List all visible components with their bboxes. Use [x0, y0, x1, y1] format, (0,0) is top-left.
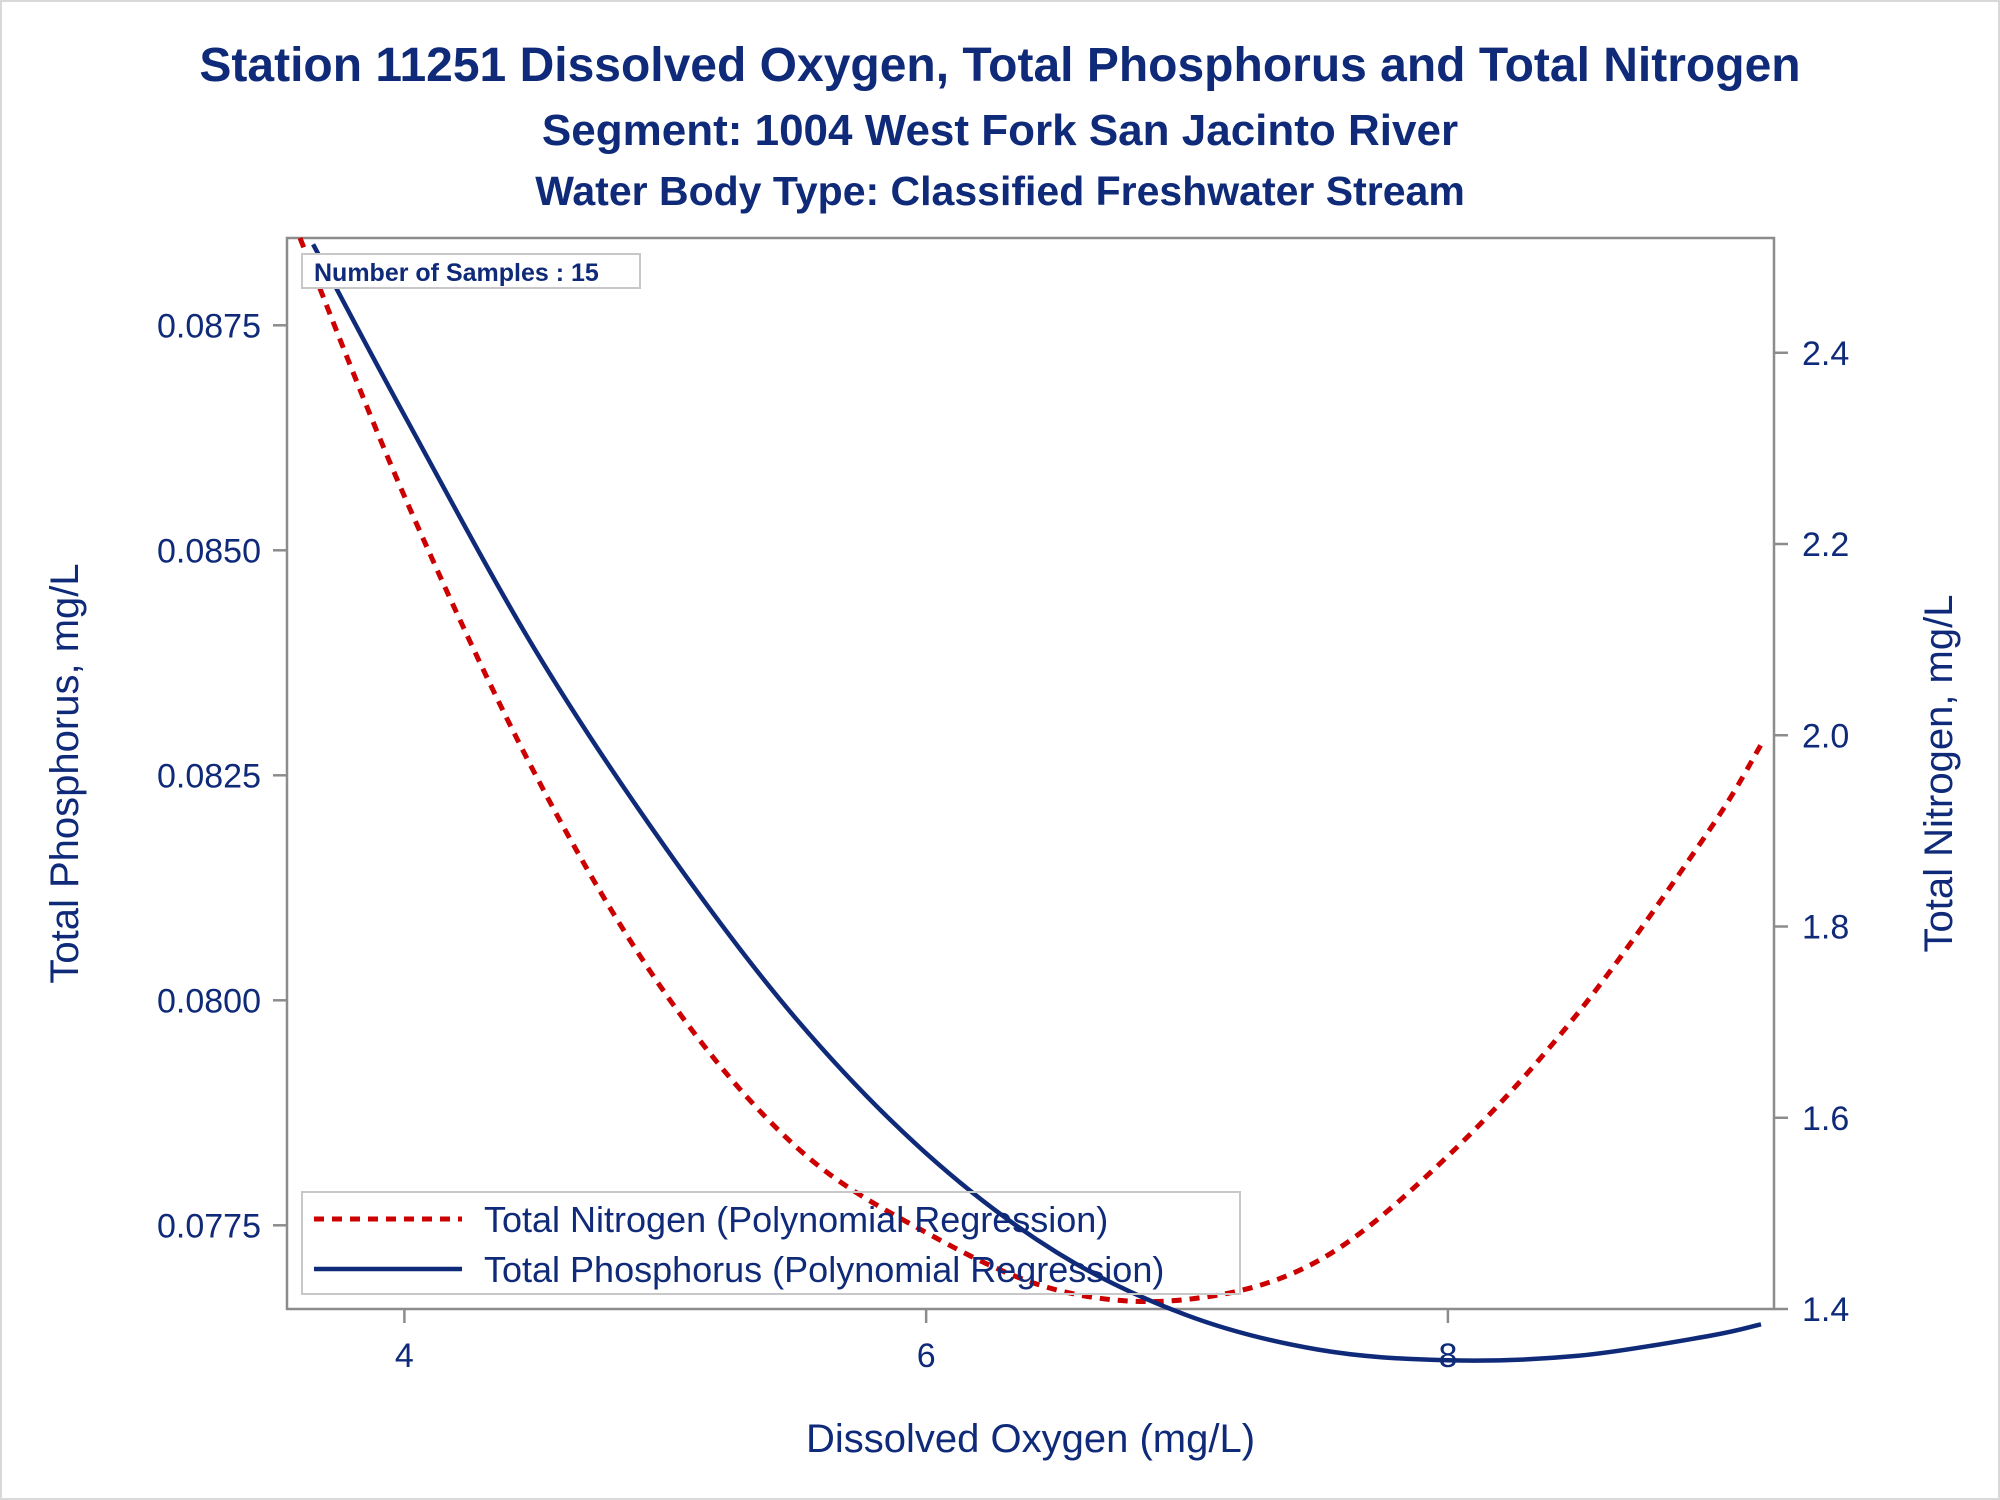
inset-border — [301, 253, 641, 289]
sample-count-label: Number of Samples : 15 — [314, 259, 599, 287]
y-tick-label: 0.0775 — [157, 1207, 261, 1245]
series-layer — [297, 237, 1764, 1363]
y2-tick-label: 2.4 — [1802, 335, 1849, 373]
y2-tick-label: 1.4 — [1802, 1291, 1849, 1329]
x-tick-label: 4 — [395, 1337, 414, 1375]
legend-label-phosphorus: Total Phosphorus (Polynomial Regression) — [484, 1249, 1164, 1290]
y2-tick-label: 2.0 — [1802, 717, 1849, 755]
y-tick-label: 0.0850 — [157, 532, 261, 570]
sample-count-inset: Number of Samples : 15 — [301, 253, 641, 289]
y2-tick-label: 1.8 — [1802, 909, 1849, 947]
plot-area — [285, 236, 1776, 1311]
y-axis-right: 1.4 1.6 1.8 2.0 2.2 2.4 — [1774, 335, 1849, 1329]
chart-subtitle-waterbody: Water Body Type: Classified Freshwater S… — [535, 168, 1465, 214]
y-axis-left: 0.0775 0.0800 0.0825 0.0850 0.0875 — [157, 307, 287, 1245]
y2-tick-label: 1.6 — [1802, 1100, 1849, 1138]
x-axis: 4 6 8 — [395, 1309, 1457, 1375]
y-axis-left-label: Total Phosphorus, mg/L — [43, 563, 87, 983]
y-axis-right-label: Total Nitrogen, mg/L — [1917, 595, 1961, 953]
chart-subtitle-segment: Segment: 1004 West Fork San Jacinto Rive… — [541, 106, 1459, 155]
legend: Total Nitrogen (Polynomial Regression) T… — [301, 1191, 1241, 1295]
legend-label-nitrogen: Total Nitrogen (Polynomial Regression) — [484, 1199, 1108, 1240]
series-line-nitrogen — [297, 237, 1764, 1305]
x-tick-label: 8 — [1438, 1337, 1457, 1375]
x-axis-label: Dissolved Oxygen (mg/L) — [806, 1417, 1255, 1461]
y2-tick-label: 2.2 — [1802, 526, 1849, 564]
y-tick-label: 0.0825 — [157, 757, 261, 795]
x-tick-label: 6 — [917, 1337, 936, 1375]
chart-title: Station 11251 Dissolved Oxygen, Total Ph… — [199, 39, 1801, 92]
y-tick-label: 0.0875 — [157, 307, 261, 345]
y-tick-label: 0.0800 — [157, 982, 261, 1020]
legend-border — [301, 1191, 1241, 1295]
series-line-phosphorus — [311, 243, 1762, 1363]
